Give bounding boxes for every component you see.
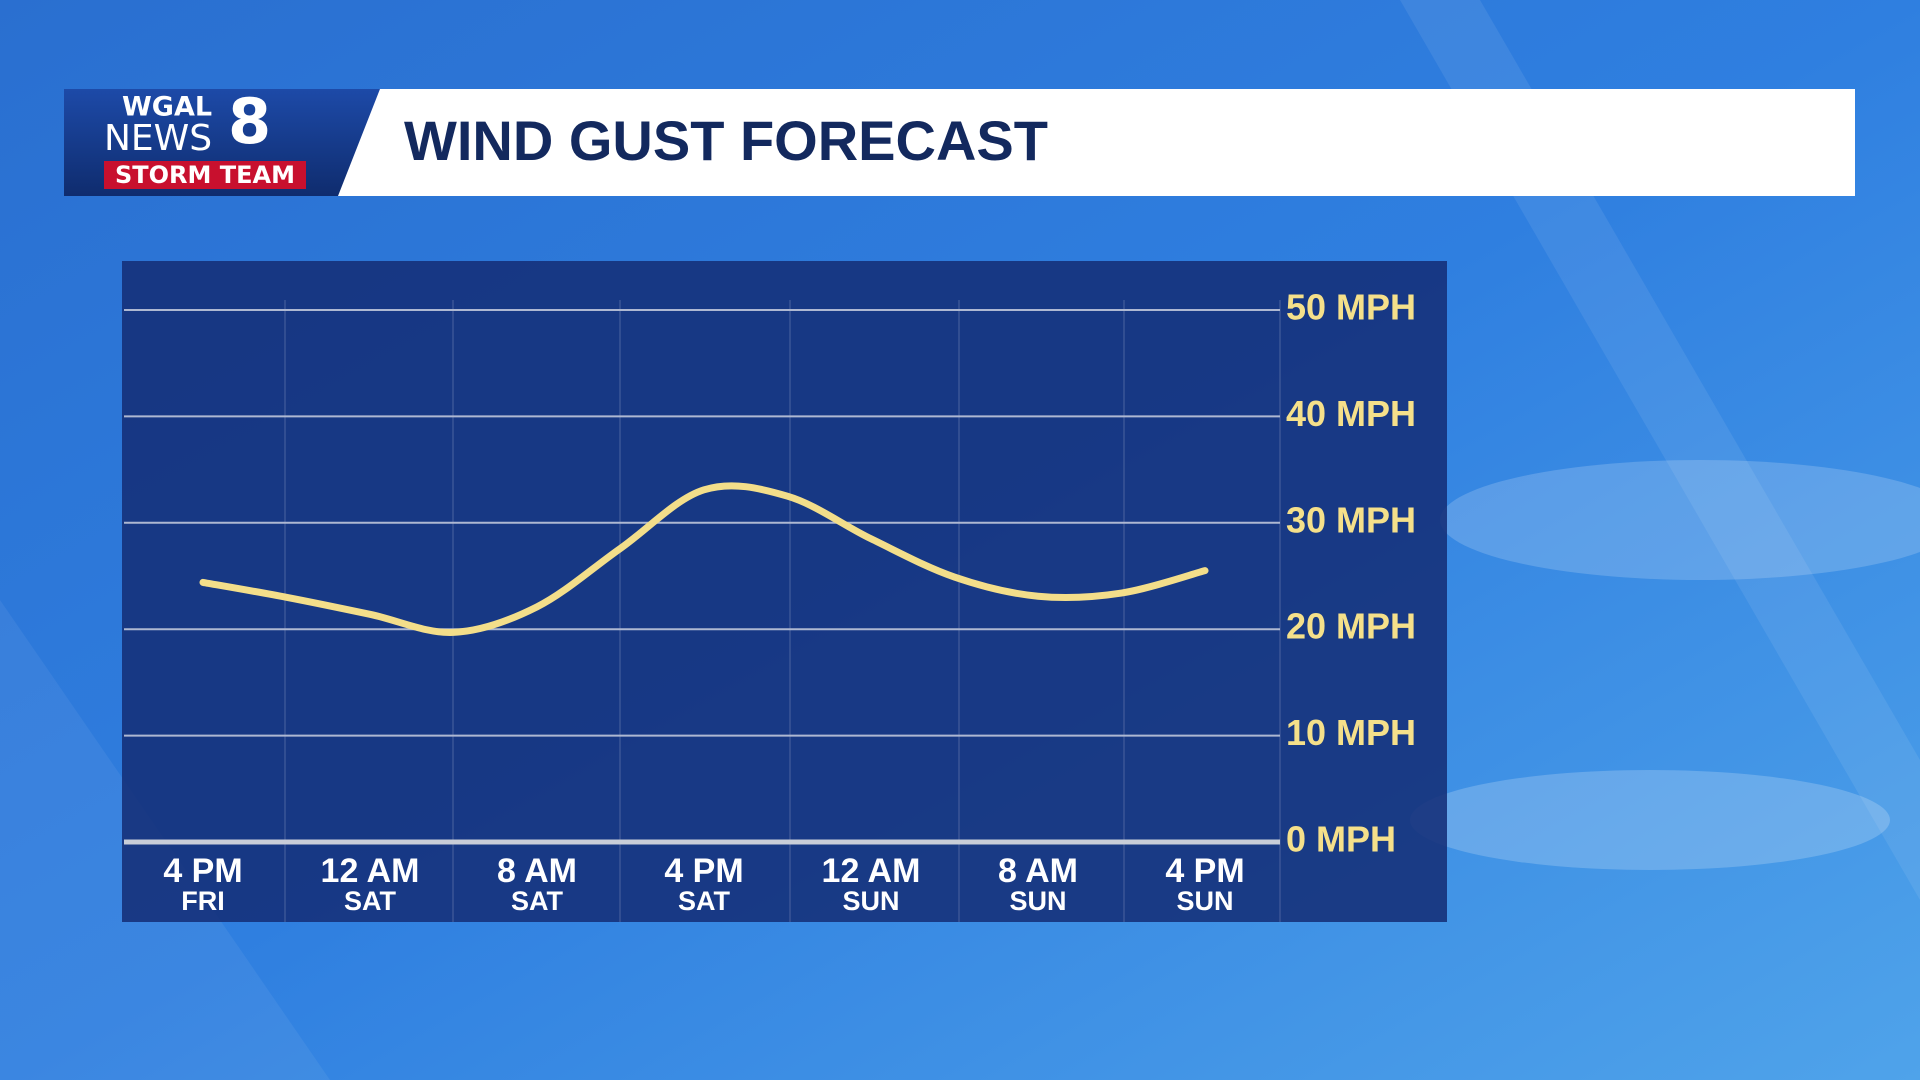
x-tick-sublabel: FRI — [181, 886, 225, 916]
logo-team-box — [104, 161, 306, 189]
x-tick-label: 12 AM — [321, 852, 420, 890]
chart-title: WIND GUST FORECAST — [404, 109, 1048, 172]
y-tick-label: 50 MPH — [1286, 287, 1416, 328]
y-tick-label: 20 MPH — [1286, 606, 1416, 647]
logo-text: WGAL — [122, 92, 212, 123]
y-tick-label: 0 MPH — [1286, 819, 1396, 860]
logo-number: 8 — [228, 85, 271, 158]
x-tick-sublabel: SAT — [344, 886, 397, 916]
x-tick-sublabel: SUN — [842, 886, 899, 916]
x-tick-label: 4 PM — [163, 852, 242, 890]
cloud — [1440, 460, 1920, 580]
x-tick-label: 4 PM — [664, 852, 743, 890]
header-bar — [330, 89, 1855, 196]
x-tick-label: 12 AM — [822, 852, 921, 890]
x-tick-sublabel: SAT — [678, 886, 731, 916]
y-tick-label: 10 MPH — [1286, 712, 1416, 753]
y-tick-label: 40 MPH — [1286, 393, 1416, 434]
x-tick-label: 4 PM — [1165, 852, 1244, 890]
x-tick-sublabel: SAT — [511, 886, 564, 916]
logo-text: NEWS — [104, 118, 212, 159]
wind-line — [199, 482, 1209, 636]
x-tick-label: 8 AM — [998, 852, 1078, 890]
background-shape — [1400, 0, 1920, 900]
x-tick-sublabel: SUN — [1176, 886, 1233, 916]
chart-panel — [122, 261, 1447, 922]
logo-team: STORM TEAM — [115, 161, 295, 189]
x-tick-label: 8 AM — [497, 852, 577, 890]
cloud — [1410, 770, 1890, 870]
x-tick-sublabel: SUN — [1009, 886, 1066, 916]
y-tick-label: 30 MPH — [1286, 499, 1416, 540]
